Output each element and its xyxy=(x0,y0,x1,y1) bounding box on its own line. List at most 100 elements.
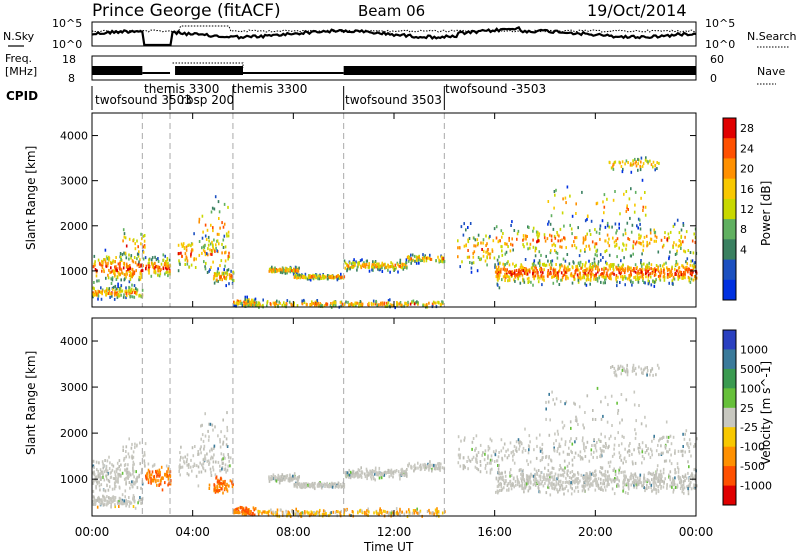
data-cell xyxy=(217,480,219,484)
data-cell xyxy=(292,511,294,515)
data-cell xyxy=(504,268,506,272)
data-cell xyxy=(476,461,478,465)
data-cell xyxy=(687,267,690,271)
data-cell xyxy=(493,460,496,463)
data-cell xyxy=(593,443,596,447)
data-cell xyxy=(147,462,150,466)
data-cell xyxy=(585,283,588,287)
data-cell xyxy=(238,300,241,304)
data-cell xyxy=(571,451,573,455)
data-cell xyxy=(241,510,243,514)
data-cell xyxy=(655,483,658,487)
data-cell xyxy=(125,292,128,296)
data-cell xyxy=(682,223,685,227)
data-cell xyxy=(676,269,679,273)
data-cell xyxy=(185,255,188,259)
data-cell xyxy=(358,304,360,308)
data-cell xyxy=(97,473,100,477)
data-cell xyxy=(688,278,690,282)
data-cell xyxy=(561,276,564,279)
data-cell xyxy=(482,451,484,455)
data-cell xyxy=(534,270,537,274)
data-cell xyxy=(120,255,122,259)
data-cell xyxy=(144,453,146,457)
data-cell xyxy=(619,268,622,272)
data-cell xyxy=(504,252,507,256)
data-cell xyxy=(314,481,316,485)
data-cell xyxy=(685,268,688,272)
data-cell xyxy=(652,279,654,283)
data-cell xyxy=(595,230,598,234)
data-cell xyxy=(599,237,601,241)
data-cell xyxy=(609,460,612,464)
data-cell xyxy=(571,281,574,285)
data-cell xyxy=(123,251,125,255)
data-cell xyxy=(271,265,273,269)
data-cell xyxy=(114,498,116,502)
data-cell xyxy=(219,226,221,230)
data-cell xyxy=(216,278,218,282)
data-cell xyxy=(596,201,599,205)
data-cell xyxy=(599,227,601,231)
data-cell xyxy=(599,224,602,228)
data-cell xyxy=(95,274,98,278)
data-cell xyxy=(647,275,650,279)
data-cell xyxy=(632,280,634,284)
data-cell xyxy=(190,458,192,462)
data-cell xyxy=(575,202,577,206)
data-cell xyxy=(529,460,532,464)
data-cell xyxy=(274,266,276,270)
data-cell xyxy=(226,269,229,273)
data-cell xyxy=(589,263,592,267)
data-cell xyxy=(622,263,624,267)
data-cell xyxy=(563,266,566,270)
data-cell xyxy=(590,219,593,223)
data-cell xyxy=(516,483,519,487)
data-cell xyxy=(200,445,202,449)
data-cell xyxy=(640,259,642,262)
data-cell xyxy=(282,511,285,515)
data-cell xyxy=(224,467,227,471)
data-cell xyxy=(418,254,420,258)
data-cell xyxy=(395,469,398,472)
data-cell xyxy=(557,274,559,278)
data-cell xyxy=(381,266,383,270)
data-cell xyxy=(127,500,129,503)
data-cell xyxy=(319,304,322,308)
data-cell xyxy=(274,510,277,514)
data-cell xyxy=(638,481,641,485)
data-cell xyxy=(659,264,662,268)
data-cell xyxy=(296,276,298,280)
data-cell xyxy=(567,265,569,269)
data-cell xyxy=(287,510,289,514)
data-cell xyxy=(123,499,125,503)
data-cell xyxy=(565,476,567,480)
data-cell xyxy=(298,475,300,479)
data-cell xyxy=(604,278,606,282)
data-cell xyxy=(115,470,118,474)
data-cell xyxy=(346,471,349,475)
data-cell xyxy=(129,486,131,490)
data-cell xyxy=(220,452,223,456)
data-cell xyxy=(623,474,625,478)
data-cell xyxy=(340,276,342,280)
data-cell xyxy=(474,448,476,452)
data-cell xyxy=(367,303,369,307)
data-cell xyxy=(573,243,576,247)
data-cell xyxy=(377,473,379,477)
data-cell xyxy=(475,446,477,450)
data-cell xyxy=(621,275,624,278)
data-cell xyxy=(131,456,134,460)
data-cell xyxy=(565,277,567,281)
data-cell xyxy=(547,469,550,473)
data-cell xyxy=(516,475,518,479)
data-cell xyxy=(158,269,160,273)
data-cell xyxy=(148,269,150,273)
data-cell xyxy=(569,439,571,443)
data-cell xyxy=(94,478,96,482)
data-cell xyxy=(603,266,605,270)
data-cell xyxy=(311,275,313,278)
data-cell xyxy=(625,276,627,280)
data-cell xyxy=(441,466,444,470)
data-cell xyxy=(138,264,141,268)
